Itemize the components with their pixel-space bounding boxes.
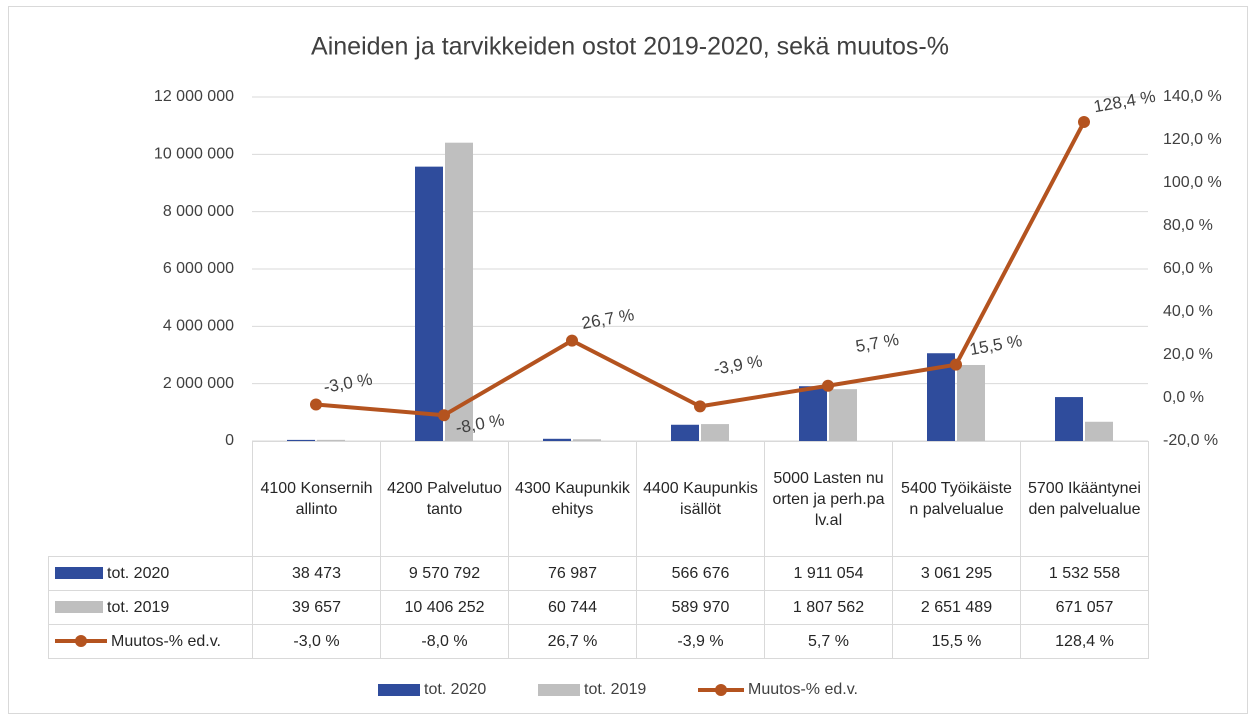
blank-cell: [49, 442, 253, 557]
bar: [799, 386, 827, 441]
y2-tick-label: 20,0 %: [1163, 346, 1213, 363]
marker: [310, 398, 322, 411]
data-label: -3,0 %: [322, 370, 374, 397]
y-tick-label: 6 000 000: [163, 260, 234, 277]
table-cell: -8,0 %: [380, 624, 509, 659]
row-label: tot. 2019: [48, 590, 253, 625]
data-table: 4100 Konsernihallinto 4200 Palvelutuotant…: [48, 441, 1149, 659]
y-tick-label: 0: [225, 432, 234, 449]
category-cell: 5400 Työikäisten palvelualue: [892, 441, 1021, 557]
y-tick-label: 4 000 000: [163, 318, 234, 335]
data-label: 15,5 %: [968, 331, 1023, 359]
table-cell: 3 061 295: [892, 556, 1021, 591]
y-tick-label: 12 000 000: [154, 88, 234, 105]
bar: [317, 439, 345, 441]
table-cell: 39 657: [252, 590, 381, 625]
bar: [287, 439, 315, 441]
y2-tick-label: -20,0 %: [1163, 432, 1218, 449]
bar: [829, 389, 857, 441]
marker: [566, 334, 578, 347]
bar: [957, 364, 985, 441]
legend-key-marker: [715, 684, 727, 696]
row-label-text: tot. 2020: [107, 564, 170, 582]
y-tick-label: 10 000 000: [154, 146, 234, 163]
table-cell: 566 676: [636, 556, 765, 591]
table-cell: -3,0 %: [252, 624, 381, 659]
legend-label: Muutos-% ed.v.: [748, 681, 858, 698]
bar: [415, 166, 443, 441]
table-cell: 10 406 252: [380, 590, 509, 625]
bar: [671, 424, 699, 441]
legend-label: tot. 2019: [584, 681, 646, 698]
table-cell: 1 807 562: [764, 590, 893, 625]
marker: [1078, 115, 1090, 128]
chart-frame: [8, 6, 1248, 714]
marker: [822, 379, 834, 392]
y2-tick-label: 0,0 %: [1163, 389, 1204, 406]
table-cell: 15,5 %: [892, 624, 1021, 659]
table-cell: -3,9 %: [636, 624, 765, 659]
legend-key-marker: [75, 635, 87, 648]
y-tick-label: 8 000 000: [163, 203, 234, 220]
bar: [701, 424, 729, 441]
y2-tick-label: 40,0 %: [1163, 303, 1213, 320]
marker: [438, 409, 450, 422]
legend-key: [55, 601, 103, 614]
category-cell: 4200 Palvelutuotanto: [380, 441, 509, 557]
data-label: 5,7 %: [854, 330, 900, 356]
y2-tick-label: 140,0 %: [1163, 88, 1222, 105]
data-label: 128,4 %: [1092, 87, 1157, 117]
row-label: tot. 2020: [48, 556, 253, 591]
table-cell: 1 911 054: [764, 556, 893, 591]
table-cell: 26,7 %: [508, 624, 637, 659]
y2-tick-label: 80,0 %: [1163, 217, 1213, 234]
legend-label: tot. 2020: [424, 681, 486, 698]
marker: [950, 358, 962, 371]
y2-tick-label: 100,0 %: [1163, 174, 1222, 191]
category-cell: 4300 Kaupunkikehitys: [508, 441, 637, 557]
table-cell: 60 744: [508, 590, 637, 625]
table-cell: 5,7 %: [764, 624, 893, 659]
table-row: tot. 2020 38 473 9 570 792 76 987 566 676 1 9…: [48, 556, 1149, 591]
legend-key: [55, 567, 103, 580]
category-cell: 4100 Konsernihallinto: [252, 441, 381, 557]
y2-tick-label: 60,0 %: [1163, 260, 1213, 277]
bar: [1055, 397, 1083, 441]
table-cell: 128,4 %: [1020, 624, 1149, 659]
y-tick-label: 2 000 000: [163, 375, 234, 392]
chart-title: Aineiden ja tarvikkeiden ostot 2019-2020…: [311, 33, 949, 61]
table-cell: 2 651 489: [892, 590, 1021, 625]
category-cell: 5700 Ikääntyneiden palvelualue: [1020, 441, 1149, 557]
bar: [543, 438, 571, 441]
table-cell: 38 473: [252, 556, 381, 591]
table-row: tot. 2019 39 657 10 406 252 60 744 589 970 1 …: [48, 590, 1149, 625]
row-label: Muutos-% ed.v.: [48, 624, 253, 659]
data-label: -3,9 %: [712, 351, 764, 378]
category-cell: 4400 Kaupunkisisällöt: [636, 441, 765, 557]
bar: [573, 439, 601, 441]
y2-tick-label: 120,0 %: [1163, 131, 1222, 148]
table-cell: 9 570 792: [380, 556, 509, 591]
row-label-text: tot. 2019: [107, 598, 170, 616]
bar: [445, 142, 473, 441]
data-label: 26,7 %: [580, 305, 635, 333]
legend-key: [55, 635, 107, 648]
header-row: 4100 Konsernihallinto 4200 Palvelutuotant…: [49, 441, 1149, 557]
table-cell: 76 987: [508, 556, 637, 591]
legend-key: [538, 684, 580, 696]
table-cell: 589 970: [636, 590, 765, 625]
table-cell: 671 057: [1020, 590, 1149, 625]
table-row: Muutos-% ed.v. -3,0 % -8,0 % 26,7 % -3,9 % 5,…: [48, 624, 1149, 659]
table-cell: 1 532 558: [1020, 556, 1149, 591]
bar: [1085, 421, 1113, 441]
row-label-text: Muutos-% ed.v.: [111, 632, 221, 650]
category-cell: 5000 Lasten nuorten ja perh.palv.al: [764, 441, 893, 557]
marker: [694, 400, 706, 413]
legend-key: [378, 684, 420, 696]
